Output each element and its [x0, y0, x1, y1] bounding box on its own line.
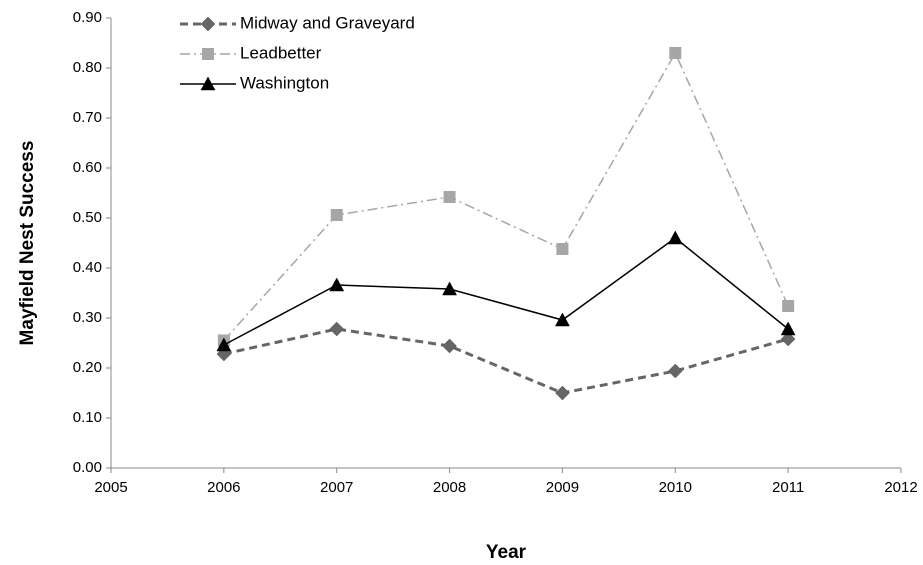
- y-tick-label: 0.30: [73, 309, 102, 326]
- x-tick-label: 2012: [884, 479, 917, 496]
- data-point: [780, 331, 796, 347]
- data-point: [556, 243, 569, 255]
- y-tick-label: 0.10: [73, 409, 102, 426]
- legend-label: Washington: [240, 73, 329, 92]
- data-point: [667, 230, 683, 245]
- data-point: [330, 209, 343, 221]
- y-tick-label: 0.50: [73, 209, 102, 226]
- data-point: [443, 191, 456, 203]
- data-point: [669, 47, 682, 59]
- legend-marker: [202, 48, 214, 60]
- y-tick-label: 0.00: [73, 459, 102, 476]
- series-line: [223, 327, 789, 395]
- x-tick-label: 2011: [772, 479, 804, 496]
- y-tick-label: 0.60: [73, 159, 102, 176]
- data-point: [782, 300, 795, 312]
- data-point: [329, 321, 345, 337]
- y-tick-label: 0.40: [73, 259, 102, 276]
- series-line: [223, 237, 789, 346]
- x-tick-label: 2008: [433, 479, 466, 496]
- data-point: [555, 312, 570, 327]
- data-point: [329, 277, 345, 292]
- y-tick-label: 0.70: [73, 109, 102, 126]
- series-line: [223, 51, 789, 342]
- y-tick-label: 0.20: [73, 359, 102, 376]
- data-point: [216, 337, 232, 352]
- data-point: [442, 338, 457, 354]
- x-tick-label: 2005: [94, 479, 127, 496]
- x-tick-label: 2007: [320, 479, 353, 496]
- x-tick-label: 2006: [207, 479, 240, 496]
- x-tick-label: 2010: [659, 479, 692, 496]
- x-tick-label: 2009: [546, 479, 579, 496]
- legend-label: Leadbetter: [240, 43, 322, 62]
- data-point: [442, 281, 457, 296]
- legend-marker: [200, 16, 216, 32]
- y-tick-label: 0.90: [73, 9, 102, 26]
- y-axis-title: Mayfield Nest Success: [17, 141, 38, 346]
- y-tick-label: 0.80: [73, 59, 102, 76]
- legend-label: Midway and Graveyard: [240, 13, 415, 32]
- data-point: [780, 321, 796, 336]
- data-point: [555, 385, 570, 401]
- legend-marker: [200, 76, 216, 91]
- x-axis-title: Year: [486, 542, 527, 563]
- data-point: [667, 363, 683, 379]
